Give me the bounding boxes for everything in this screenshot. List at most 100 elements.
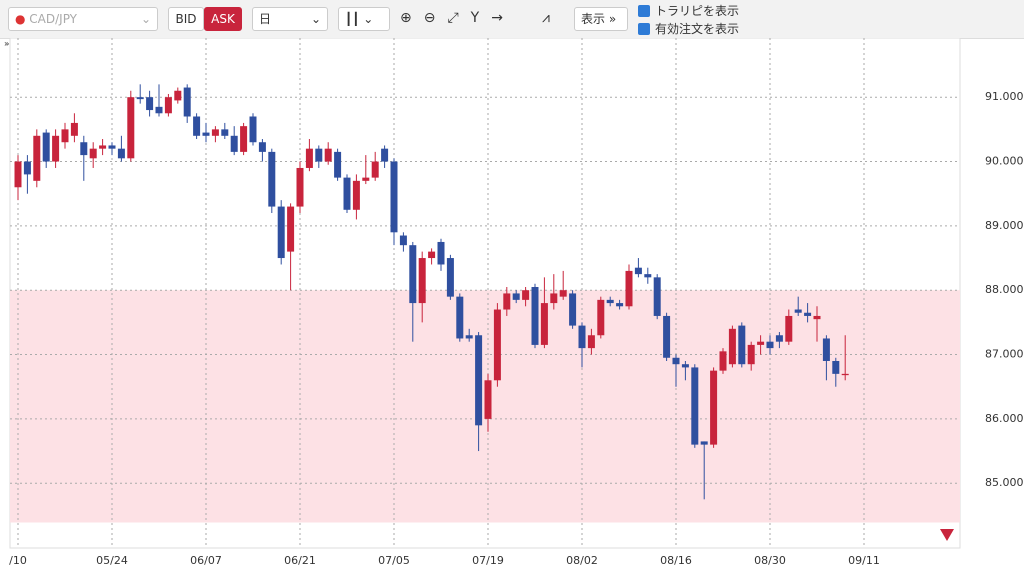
candle-body xyxy=(146,97,154,111)
candle-body xyxy=(775,335,783,342)
y-tick-label: 91.000 xyxy=(985,90,1024,103)
candle-body xyxy=(99,145,107,149)
candle-body xyxy=(757,341,765,345)
option[interactable]: トラリピを表示 xyxy=(638,4,739,18)
y-tick-label: 87.000 xyxy=(985,348,1024,361)
candle-body xyxy=(249,116,257,143)
candle-body xyxy=(832,360,840,374)
scroll-marker xyxy=(940,529,954,541)
candle-body xyxy=(606,299,614,304)
y-tick-label: 86.000 xyxy=(985,412,1024,425)
pair-select[interactable]: ● CAD/JPY ⌄ xyxy=(8,7,158,31)
candle-body xyxy=(644,274,652,278)
chart: » 85.000 86.000 87.000 88.000 89.000 90.000 91… xyxy=(4,38,1024,567)
candle-body xyxy=(164,97,172,114)
period: 日 xyxy=(259,12,272,26)
candle-body xyxy=(343,177,351,210)
x-tick-label: 08/02 xyxy=(566,554,598,567)
x-tick-label: 08/30 xyxy=(754,554,786,567)
candle-body xyxy=(475,335,483,426)
chart-type-select[interactable]: ┃┃ ⌄ xyxy=(338,7,390,31)
candle-body xyxy=(540,303,548,345)
display: 表示 xyxy=(581,12,606,26)
indicator-button[interactable]: ⩘ xyxy=(542,10,550,26)
x-tick-label: 06/21 xyxy=(284,554,316,567)
display-select[interactable]: 表示 » xyxy=(574,7,628,31)
bid-button[interactable]: BID xyxy=(168,7,204,31)
candle-body xyxy=(42,132,50,162)
candle-body xyxy=(268,151,276,207)
candle-body xyxy=(804,312,812,316)
candle-body xyxy=(334,151,342,178)
option-label: トラリピを表示 xyxy=(655,4,740,18)
y-tick-label: 88.000 xyxy=(985,283,1024,296)
y-tick-label: 89.000 xyxy=(985,219,1024,232)
candle-body xyxy=(155,106,163,114)
candle-body xyxy=(33,135,41,181)
candle-body xyxy=(597,299,605,336)
candle-body xyxy=(700,441,708,445)
expand-icon[interactable]: » xyxy=(4,40,10,50)
candle-body xyxy=(710,370,718,445)
candle-body xyxy=(315,148,323,162)
ask-button[interactable]: ASK xyxy=(204,7,242,31)
candle-body xyxy=(211,129,219,136)
candle-body xyxy=(456,296,464,339)
candle-body xyxy=(785,315,793,342)
candle-body xyxy=(70,122,78,136)
candle-body xyxy=(193,116,201,136)
candle-body xyxy=(390,161,398,233)
x-tick-label: 07/19 xyxy=(472,554,504,567)
candle-body xyxy=(465,335,473,339)
x-tick-label: 06/07 xyxy=(190,554,222,567)
candle-body xyxy=(766,341,774,349)
candle-body xyxy=(559,290,567,297)
option[interactable]: 有効注文を表示 xyxy=(638,22,739,36)
candle-body xyxy=(296,167,304,207)
candle-body xyxy=(503,293,511,310)
period-select[interactable]: 日 ⌄ xyxy=(252,7,328,31)
candle-body xyxy=(409,245,417,304)
zoom-tools[interactable]: ⊕⊖⤢Y→ xyxy=(400,10,515,26)
candle-body xyxy=(522,290,530,300)
candle-body xyxy=(418,258,426,304)
candle-body xyxy=(61,129,69,143)
candle-body xyxy=(841,373,849,376)
candle-body xyxy=(258,142,266,152)
candle-body xyxy=(446,258,454,297)
candle-body xyxy=(653,277,661,316)
candle-body xyxy=(428,251,436,259)
candle-body xyxy=(174,90,182,101)
candle-body xyxy=(616,303,624,307)
candle-body xyxy=(240,126,248,152)
option-label: 有効注文を表示 xyxy=(655,22,740,36)
x-tick-label: 09/11 xyxy=(848,554,880,567)
candle-body xyxy=(371,161,379,178)
candle-body xyxy=(362,177,370,181)
candle-body xyxy=(794,309,802,313)
x-tick-label: 05/24 xyxy=(96,554,128,567)
candle-body xyxy=(569,293,577,326)
candle-body xyxy=(691,367,699,445)
candle-body xyxy=(634,267,642,275)
candle-body xyxy=(578,325,586,349)
candle-body xyxy=(399,235,407,246)
y-tick-label: 85.000 xyxy=(985,476,1024,489)
candle-body xyxy=(681,364,689,368)
y-tick-label: 90.000 xyxy=(985,155,1024,168)
candle-body xyxy=(437,241,445,265)
candle-body xyxy=(202,132,210,136)
candle-body xyxy=(23,161,31,175)
candle-body xyxy=(352,180,360,210)
candle-body xyxy=(672,357,680,365)
candle-body xyxy=(89,148,97,159)
candle-body xyxy=(663,315,671,358)
candle-body xyxy=(277,206,285,259)
candle-body xyxy=(221,129,229,136)
pair: CAD/JPY xyxy=(29,12,78,26)
candle-body xyxy=(493,309,501,381)
candle-body xyxy=(52,135,60,162)
candle-body xyxy=(531,286,539,345)
candle-body xyxy=(747,344,755,365)
